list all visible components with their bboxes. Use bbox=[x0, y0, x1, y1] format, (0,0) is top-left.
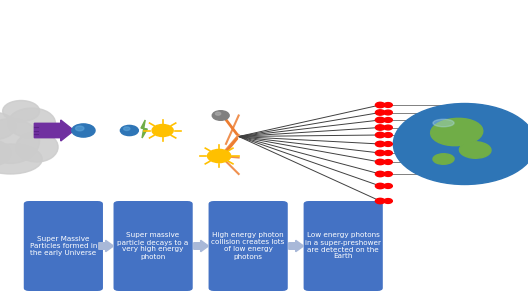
Circle shape bbox=[375, 132, 385, 138]
Circle shape bbox=[384, 142, 392, 146]
Ellipse shape bbox=[433, 154, 454, 164]
Circle shape bbox=[384, 118, 392, 122]
FancyArrow shape bbox=[289, 240, 304, 252]
Circle shape bbox=[375, 110, 385, 115]
Circle shape bbox=[375, 198, 385, 204]
FancyBboxPatch shape bbox=[114, 201, 193, 291]
Circle shape bbox=[375, 125, 385, 130]
Circle shape bbox=[384, 172, 392, 176]
Circle shape bbox=[375, 117, 385, 123]
Circle shape bbox=[215, 112, 221, 115]
Circle shape bbox=[384, 151, 392, 155]
FancyArrow shape bbox=[194, 240, 209, 252]
Ellipse shape bbox=[0, 144, 42, 174]
FancyBboxPatch shape bbox=[304, 201, 383, 291]
Circle shape bbox=[375, 183, 385, 189]
Circle shape bbox=[384, 103, 392, 107]
Ellipse shape bbox=[16, 132, 58, 162]
Circle shape bbox=[208, 149, 231, 163]
Ellipse shape bbox=[0, 112, 16, 140]
Circle shape bbox=[384, 133, 392, 137]
Text: Super massive
particle decays to a
very high energy
photon: Super massive particle decays to a very … bbox=[118, 232, 188, 260]
Circle shape bbox=[384, 160, 392, 164]
Circle shape bbox=[384, 125, 392, 130]
Ellipse shape bbox=[8, 108, 55, 138]
Circle shape bbox=[384, 184, 392, 188]
Circle shape bbox=[152, 124, 173, 136]
Ellipse shape bbox=[0, 118, 40, 164]
Circle shape bbox=[212, 111, 229, 120]
Circle shape bbox=[375, 171, 385, 177]
Ellipse shape bbox=[0, 140, 11, 166]
Circle shape bbox=[375, 150, 385, 156]
Circle shape bbox=[384, 110, 392, 115]
FancyArrow shape bbox=[99, 240, 114, 252]
Ellipse shape bbox=[431, 118, 483, 146]
Circle shape bbox=[393, 103, 528, 184]
Ellipse shape bbox=[459, 142, 491, 158]
Circle shape bbox=[384, 199, 392, 203]
Circle shape bbox=[375, 102, 385, 108]
Circle shape bbox=[124, 127, 130, 130]
Circle shape bbox=[72, 124, 95, 137]
Text: Low energy photons
in a super-preshower
are detected on the
Earth: Low energy photons in a super-preshower … bbox=[305, 232, 381, 260]
Circle shape bbox=[375, 159, 385, 165]
Circle shape bbox=[76, 126, 84, 131]
Ellipse shape bbox=[3, 100, 40, 122]
Text: Super Massive
Particles formed in
the early Universe: Super Massive Particles formed in the ea… bbox=[30, 236, 97, 256]
Ellipse shape bbox=[433, 119, 454, 127]
Polygon shape bbox=[141, 120, 147, 138]
Circle shape bbox=[375, 141, 385, 147]
FancyBboxPatch shape bbox=[209, 201, 288, 291]
FancyArrow shape bbox=[34, 120, 74, 141]
FancyBboxPatch shape bbox=[24, 201, 103, 291]
Text: High energy photon
collision creates lots
of low energy
photons: High energy photon collision creates lot… bbox=[212, 232, 285, 260]
Circle shape bbox=[120, 125, 138, 136]
